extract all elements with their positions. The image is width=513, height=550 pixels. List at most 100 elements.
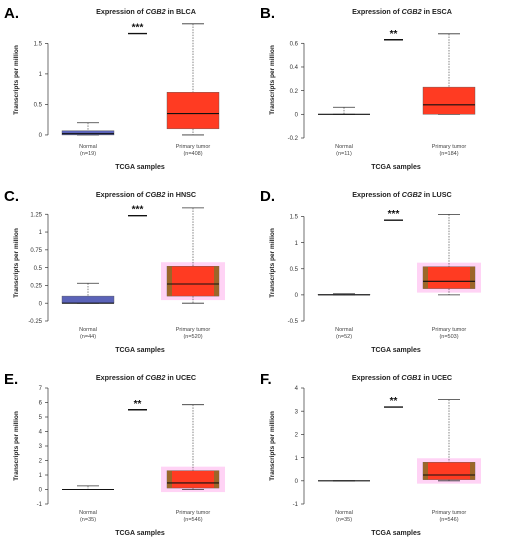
normal-group-label: Normal bbox=[79, 327, 97, 333]
tumor-box-edge-right bbox=[214, 470, 219, 489]
x-axis-label: TCGA samples bbox=[115, 530, 165, 537]
title-gene: CGB2 bbox=[146, 7, 166, 16]
normal-n-label: (n=35) bbox=[80, 517, 96, 523]
y-tick-label: 1.5 bbox=[34, 42, 43, 48]
y-tick-label: 0 bbox=[295, 113, 299, 119]
y-tick-label: 0.4 bbox=[290, 65, 299, 71]
y-tick-label: 3 bbox=[39, 444, 43, 450]
y-tick-label: -0.2 bbox=[288, 136, 299, 142]
tumor-group-label: Primary tumor bbox=[432, 327, 467, 333]
y-tick-label: 1 bbox=[39, 72, 43, 78]
y-tick-label: 0.2 bbox=[290, 89, 299, 95]
tumor-box bbox=[166, 470, 220, 489]
title-prefix: Expression of bbox=[352, 7, 402, 16]
y-tick-label: 5 bbox=[39, 415, 43, 421]
normal-box bbox=[61, 295, 115, 304]
panel-letter: C. bbox=[4, 188, 19, 205]
tumor-group-label: Primary tumor bbox=[176, 510, 211, 516]
tumor-n-label: (n=503) bbox=[439, 334, 458, 340]
chart-title: Expression of CGB2 in BLCA bbox=[96, 7, 196, 16]
significance-stars: *** bbox=[388, 209, 400, 220]
y-tick-label: 0.6 bbox=[290, 42, 299, 48]
y-tick-label: 3 bbox=[295, 409, 299, 415]
normal-n-label: (n=52) bbox=[336, 334, 352, 340]
chart-title: Expression of CGB2 in LUSC bbox=[352, 190, 451, 199]
y-tick-label: 0 bbox=[39, 488, 43, 494]
panel-letter: B. bbox=[260, 5, 275, 22]
title-prefix: Expression of bbox=[96, 373, 146, 382]
normal-group-label: Normal bbox=[335, 144, 353, 150]
title-gene: CGB2 bbox=[145, 190, 165, 199]
y-axis-label: Transcripts per million bbox=[269, 411, 276, 481]
panel-b: B. Expression of CGB2 in ESCA -0.2 0 0.2 0.4 0… bbox=[260, 5, 476, 171]
chart-title: Expression of CGB2 in ESCA bbox=[352, 7, 452, 16]
tumor-box-edge-left bbox=[423, 462, 428, 480]
tumor-n-label: (n=520) bbox=[183, 334, 202, 340]
significance-stars: ** bbox=[134, 399, 142, 410]
x-axis-label: TCGA samples bbox=[371, 164, 421, 171]
normal-box bbox=[61, 130, 115, 136]
tumor-n-label: (n=546) bbox=[439, 517, 458, 523]
y-tick-label: 2 bbox=[295, 433, 299, 439]
y-tick-label: 0.5 bbox=[290, 267, 299, 273]
title-prefix: Expression of bbox=[96, 190, 146, 199]
normal-n-label: (n=11) bbox=[336, 151, 352, 157]
y-tick-label: 0.75 bbox=[30, 248, 42, 254]
title-suffix: in HNSC bbox=[165, 190, 196, 199]
y-tick-label: 7 bbox=[39, 386, 43, 392]
y-tick-label: 1 bbox=[295, 456, 299, 462]
tumor-box-edge-right bbox=[470, 462, 475, 480]
x-axis-label: TCGA samples bbox=[115, 164, 165, 171]
chart-title: Expression of CGB1 in UCEC bbox=[352, 373, 452, 382]
title-prefix: Expression of bbox=[96, 7, 146, 16]
title-prefix: Expression of bbox=[352, 373, 402, 382]
normal-n-label: (n=19) bbox=[80, 151, 96, 157]
title-suffix: in BLCA bbox=[166, 7, 196, 16]
y-tick-label: 0.5 bbox=[34, 266, 43, 272]
tumor-box bbox=[166, 92, 220, 130]
y-tick-label: 0 bbox=[39, 133, 43, 139]
panel-letter: A. bbox=[4, 5, 19, 22]
y-tick-label: 0.25 bbox=[30, 284, 42, 290]
y-tick-label: 1 bbox=[39, 230, 43, 236]
y-tick-label: 0 bbox=[39, 301, 43, 307]
tumor-box bbox=[422, 266, 476, 289]
tumor-group-label: Primary tumor bbox=[176, 144, 211, 150]
tumor-box bbox=[422, 86, 476, 115]
y-tick-label: 4 bbox=[39, 430, 43, 436]
tumor-n-label: (n=546) bbox=[183, 517, 202, 523]
normal-group-label: Normal bbox=[79, 510, 97, 516]
x-axis-label: TCGA samples bbox=[371, 347, 421, 354]
y-tick-label: 1 bbox=[295, 241, 299, 247]
y-tick-label: -0.25 bbox=[28, 319, 42, 325]
y-tick-label: 4 bbox=[295, 386, 299, 392]
title-gene: CGB2 bbox=[402, 190, 422, 199]
normal-group-label: Normal bbox=[335, 327, 353, 333]
tumor-group-label: Primary tumor bbox=[432, 144, 467, 150]
tumor-box bbox=[422, 462, 476, 480]
significance-stars: *** bbox=[132, 23, 144, 34]
normal-n-label: (n=44) bbox=[80, 334, 96, 340]
tumor-n-label: (n=184) bbox=[439, 151, 458, 157]
normal-group-label: Normal bbox=[79, 144, 97, 150]
y-axis-label: Transcripts per million bbox=[13, 228, 20, 298]
title-suffix: in UCEC bbox=[421, 373, 452, 382]
normal-group-label: Normal bbox=[335, 510, 353, 516]
y-tick-label: 1.5 bbox=[290, 215, 299, 221]
y-axis-label: Transcripts per million bbox=[13, 45, 20, 115]
y-tick-label: 2 bbox=[39, 459, 43, 465]
title-prefix: Expression of bbox=[352, 190, 402, 199]
y-tick-label: -0.5 bbox=[288, 319, 299, 325]
tumor-box-edge-left bbox=[423, 266, 428, 289]
tumor-box bbox=[166, 266, 220, 297]
panel-letter: D. bbox=[260, 188, 275, 205]
tumor-n-label: (n=408) bbox=[183, 151, 202, 157]
panel-c: C. Expression of CGB2 in HNSC -0.25 0 0.25 0.… bbox=[4, 188, 225, 354]
y-tick-label: 1.25 bbox=[30, 212, 42, 218]
panel-e: E. Expression of CGB2 in UCEC -1 0 1 2 3 4 5 6 7 Tr… bbox=[4, 371, 225, 537]
y-tick-label: 0.5 bbox=[34, 103, 43, 109]
x-axis-label: TCGA samples bbox=[371, 530, 421, 537]
y-axis-label: Transcripts per million bbox=[13, 411, 20, 481]
tumor-box-edge-left bbox=[167, 470, 172, 489]
